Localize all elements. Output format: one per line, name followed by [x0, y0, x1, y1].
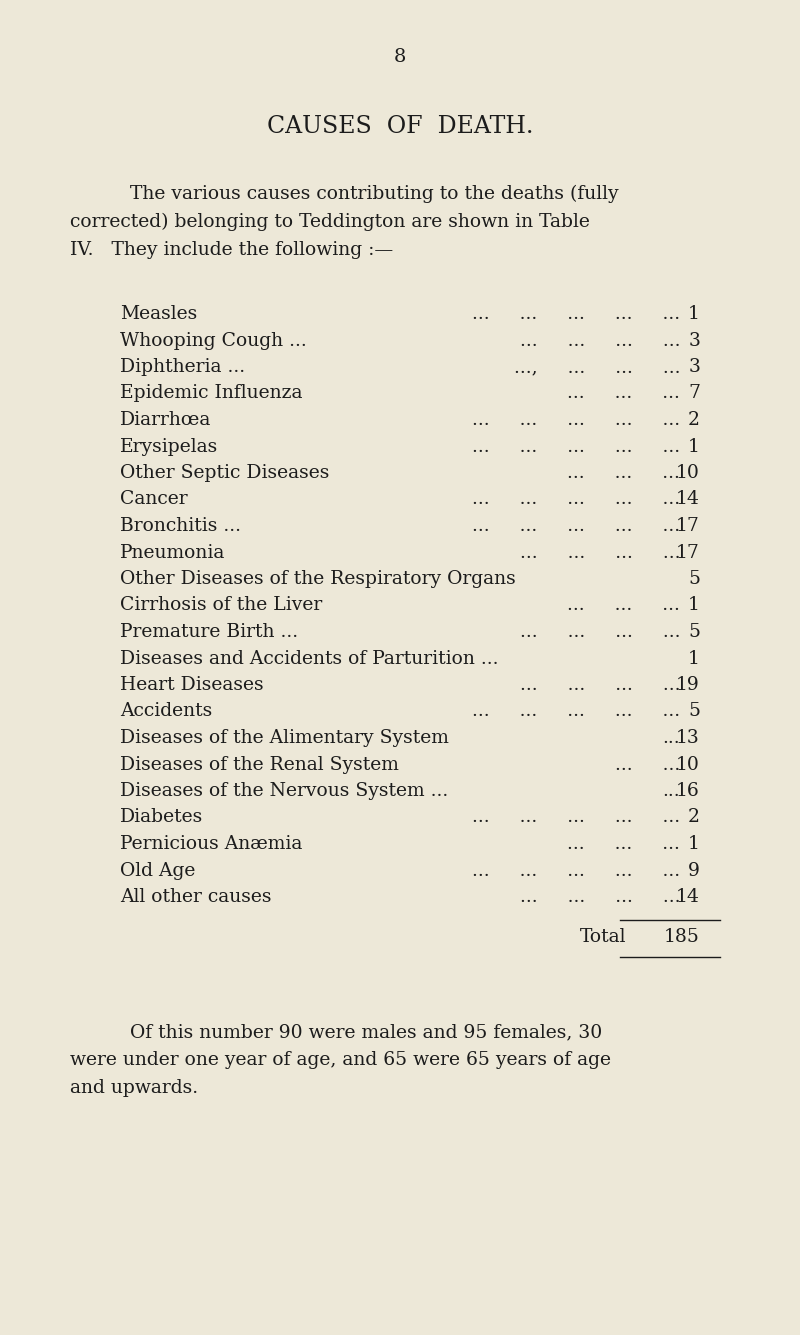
- Text: Measles: Measles: [120, 304, 198, 323]
- Text: ...     ...     ...: ... ... ...: [567, 834, 680, 853]
- Text: Diseases of the Renal System: Diseases of the Renal System: [120, 756, 399, 773]
- Text: ...     ...     ...     ...: ... ... ... ...: [519, 623, 680, 641]
- Text: All other causes: All other causes: [120, 888, 271, 906]
- Text: 1: 1: [688, 304, 700, 323]
- Text: ...     ...     ...     ...: ... ... ... ...: [519, 676, 680, 694]
- Text: 3: 3: [688, 331, 700, 350]
- Text: Diseases of the Nervous System ...: Diseases of the Nervous System ...: [120, 782, 448, 800]
- Text: 9: 9: [688, 861, 700, 880]
- Text: 2: 2: [688, 411, 700, 429]
- Text: and upwards.: and upwards.: [70, 1079, 198, 1097]
- Text: 1: 1: [688, 650, 700, 668]
- Text: Other Diseases of the Respiratory Organs: Other Diseases of the Respiratory Organs: [120, 570, 516, 587]
- Text: ...     ...     ...     ...     ...: ... ... ... ... ...: [472, 304, 680, 323]
- Text: Diseases of the Alimentary System: Diseases of the Alimentary System: [120, 729, 449, 748]
- Text: ...     ...     ...     ...: ... ... ... ...: [519, 888, 680, 906]
- Text: ...     ...     ...     ...     ...: ... ... ... ... ...: [472, 702, 680, 721]
- Text: 10: 10: [676, 756, 700, 773]
- Text: ...     ...     ...: ... ... ...: [567, 465, 680, 482]
- Text: Total: Total: [580, 928, 626, 945]
- Text: Erysipelas: Erysipelas: [120, 438, 218, 455]
- Text: Diarrhœa: Diarrhœa: [120, 411, 211, 429]
- Text: CAUSES  OF  DEATH.: CAUSES OF DEATH.: [266, 115, 534, 138]
- Text: Whooping Cough ...: Whooping Cough ...: [120, 331, 306, 350]
- Text: Cancer: Cancer: [120, 490, 188, 509]
- Text: ...: ...: [662, 782, 680, 800]
- Text: 14: 14: [676, 490, 700, 509]
- Text: Old Age: Old Age: [120, 861, 195, 880]
- Text: The various causes contributing to the deaths (fully: The various causes contributing to the d…: [130, 186, 618, 203]
- Text: were under one year of age, and 65 were 65 years of age: were under one year of age, and 65 were …: [70, 1051, 611, 1069]
- Text: ...     ...     ...     ...: ... ... ... ...: [519, 331, 680, 350]
- Text: ...     ...     ...: ... ... ...: [567, 384, 680, 402]
- Text: 13: 13: [676, 729, 700, 748]
- Text: Diphtheria ...: Diphtheria ...: [120, 358, 245, 376]
- Text: 1: 1: [688, 597, 700, 614]
- Text: Epidemic Influenza: Epidemic Influenza: [120, 384, 302, 402]
- Text: ...,     ...     ...     ...: ..., ... ... ...: [514, 358, 680, 376]
- Text: Diabetes: Diabetes: [120, 809, 203, 826]
- Text: ...     ...     ...     ...     ...: ... ... ... ... ...: [472, 517, 680, 535]
- Text: Pneumonia: Pneumonia: [120, 543, 226, 562]
- Text: 8: 8: [394, 48, 406, 65]
- Text: 185: 185: [664, 928, 700, 945]
- Text: 7: 7: [688, 384, 700, 402]
- Text: ...: ...: [662, 729, 680, 748]
- Text: ...     ...     ...: ... ... ...: [567, 597, 680, 614]
- Text: Bronchitis ...: Bronchitis ...: [120, 517, 241, 535]
- Text: 3: 3: [688, 358, 700, 376]
- Text: Premature Birth ...: Premature Birth ...: [120, 623, 298, 641]
- Text: Accidents: Accidents: [120, 702, 212, 721]
- Text: 16: 16: [676, 782, 700, 800]
- Text: 5: 5: [688, 623, 700, 641]
- Text: 17: 17: [676, 517, 700, 535]
- Text: 5: 5: [688, 702, 700, 721]
- Text: Other Septic Diseases: Other Septic Diseases: [120, 465, 330, 482]
- Text: Heart Diseases: Heart Diseases: [120, 676, 264, 694]
- Text: 1: 1: [688, 834, 700, 853]
- Text: ...     ...     ...     ...     ...: ... ... ... ... ...: [472, 490, 680, 509]
- Text: IV.   They include the following :—: IV. They include the following :—: [70, 242, 394, 259]
- Text: Diseases and Accidents of Parturition ...: Diseases and Accidents of Parturition ..…: [120, 650, 498, 668]
- Text: corrected) belonging to Teddington are shown in Table: corrected) belonging to Teddington are s…: [70, 214, 590, 231]
- Text: 14: 14: [676, 888, 700, 906]
- Text: 1: 1: [688, 438, 700, 455]
- Text: 2: 2: [688, 809, 700, 826]
- Text: ...     ...     ...     ...     ...: ... ... ... ... ...: [472, 809, 680, 826]
- Text: ...     ...     ...     ...     ...: ... ... ... ... ...: [472, 438, 680, 455]
- Text: Of this number 90 were males and 95 females, 30: Of this number 90 were males and 95 fema…: [130, 1023, 602, 1041]
- Text: 17: 17: [676, 543, 700, 562]
- Text: 10: 10: [676, 465, 700, 482]
- Text: 19: 19: [676, 676, 700, 694]
- Text: Cirrhosis of the Liver: Cirrhosis of the Liver: [120, 597, 322, 614]
- Text: ...     ...     ...     ...     ...: ... ... ... ... ...: [472, 861, 680, 880]
- Text: ...     ...     ...     ...: ... ... ... ...: [519, 543, 680, 562]
- Text: ...     ...     ...     ...     ...: ... ... ... ... ...: [472, 411, 680, 429]
- Text: Pernicious Anæmia: Pernicious Anæmia: [120, 834, 302, 853]
- Text: ...     ...: ... ...: [614, 756, 680, 773]
- Text: 5: 5: [688, 570, 700, 587]
